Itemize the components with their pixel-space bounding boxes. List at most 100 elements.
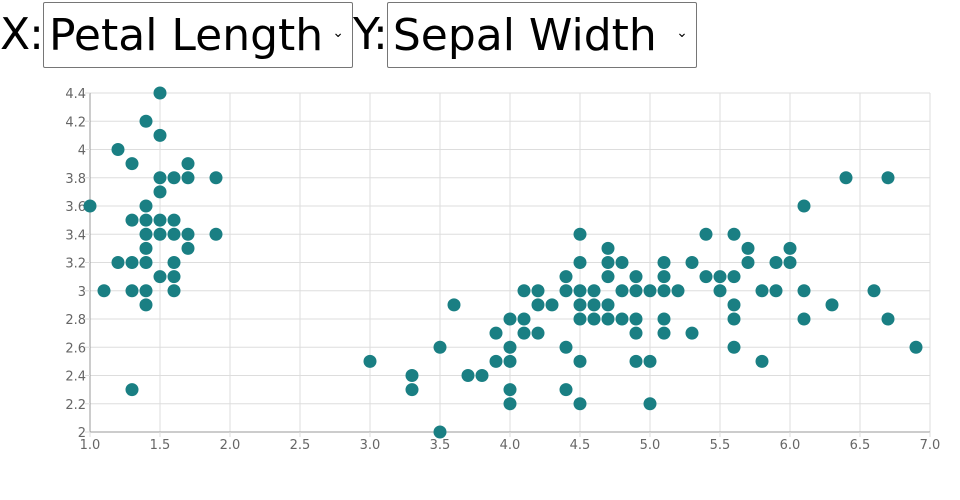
data-point (559, 284, 573, 298)
y-tick-label: 2.4 (65, 370, 86, 385)
y-tick-label: 3.4 (65, 228, 86, 243)
data-point (797, 199, 811, 213)
data-point (615, 284, 629, 298)
data-point (139, 227, 153, 241)
data-point (601, 312, 615, 326)
y-axis-selected-value: Sepal Width (392, 9, 657, 61)
data-point (909, 340, 923, 354)
data-point (545, 298, 559, 312)
data-point (181, 171, 195, 185)
data-point (559, 340, 573, 354)
data-point (139, 256, 153, 269)
data-point (517, 312, 531, 326)
data-point (643, 397, 657, 411)
data-point (503, 354, 517, 368)
grid-lines (89, 92, 931, 433)
data-point (447, 298, 461, 312)
data-point (167, 270, 181, 284)
data-point (713, 284, 727, 298)
data-point (573, 312, 587, 326)
data-point (601, 298, 615, 312)
data-point (629, 326, 643, 340)
data-point (727, 340, 741, 354)
y-tick-label: 4 (78, 144, 86, 159)
scatter-chart: 1.0 1.5 2.0 2.5 3.0 3.5 4.0 4.5 5.0 5.5 6.0 6.5 7.0 … (65, 86, 941, 453)
x-tick-label: 4.0 (500, 438, 521, 453)
data-point (153, 213, 167, 227)
data-point (111, 256, 125, 269)
data-point (685, 256, 699, 269)
data-point (629, 312, 643, 326)
data-point (153, 128, 167, 142)
x-tick-label: 7.0 (920, 438, 941, 453)
data-point (111, 143, 125, 156)
data-point (167, 256, 181, 269)
data-point (125, 256, 139, 269)
x-axis-ticks: 1.0 1.5 2.0 2.5 3.0 3.5 4.0 4.5 5.0 5.5 6.0 6.5 7.0 (80, 432, 941, 453)
data-point (475, 369, 489, 382)
y-tick-label: 2 (78, 426, 86, 441)
x-tick-label: 1.5 (150, 438, 171, 453)
data-point (139, 114, 153, 128)
data-point (825, 298, 839, 312)
data-point (125, 213, 139, 227)
data-point (629, 284, 643, 298)
data-point (727, 227, 741, 241)
data-point (181, 227, 195, 241)
data-point (755, 354, 769, 368)
data-point (167, 213, 181, 227)
data-point (741, 256, 755, 269)
data-point (643, 284, 657, 298)
data-point (97, 284, 111, 298)
data-point (433, 425, 447, 439)
data-point (181, 157, 195, 171)
data-point (797, 284, 811, 298)
data-point (503, 340, 517, 354)
data-point (167, 284, 181, 298)
data-point (125, 157, 139, 171)
data-point (769, 284, 783, 298)
data-point (657, 256, 671, 269)
data-point (615, 256, 629, 269)
data-point (587, 312, 601, 326)
data-point (363, 354, 377, 368)
data-point (727, 298, 741, 312)
data-point (405, 369, 419, 382)
data-point (153, 270, 167, 284)
data-point (181, 241, 195, 255)
data-point (867, 284, 881, 298)
data-point (503, 397, 517, 411)
y-axis-selector-label: Y: (352, 9, 388, 60)
data-point (503, 383, 517, 397)
y-tick-label: 4.2 (65, 115, 86, 130)
data-point (573, 298, 587, 312)
data-point (153, 185, 167, 199)
x-tick-label: 2.0 (220, 438, 241, 453)
x-tick-label: 6.0 (780, 438, 801, 453)
x-tick-label: 1.0 (80, 438, 101, 453)
data-point (643, 354, 657, 368)
data-point (531, 284, 545, 298)
data-point (167, 227, 181, 241)
data-point (209, 171, 223, 185)
data-point (699, 270, 713, 284)
data-point (517, 284, 531, 298)
x-tick-label: 3.5 (430, 438, 451, 453)
data-point (489, 326, 503, 340)
data-point (881, 171, 895, 185)
y-tick-label: 3.6 (65, 200, 86, 215)
axis-controls: X: Petal Length ⌄ Y: Sepal Width ⌄ (0, 0, 697, 70)
data-point (783, 241, 797, 255)
data-point (139, 213, 153, 227)
x-tick-label: 3.0 (360, 438, 381, 453)
y-axis-select[interactable]: Sepal Width ⌄ (386, 2, 697, 68)
data-point (713, 270, 727, 284)
data-point (699, 227, 713, 241)
data-point (167, 171, 181, 185)
data-point (587, 284, 601, 298)
data-point (671, 284, 685, 298)
data-point (139, 241, 153, 255)
data-point (125, 383, 139, 397)
x-axis-select[interactable]: Petal Length ⌄ (42, 2, 353, 68)
data-point (573, 284, 587, 298)
